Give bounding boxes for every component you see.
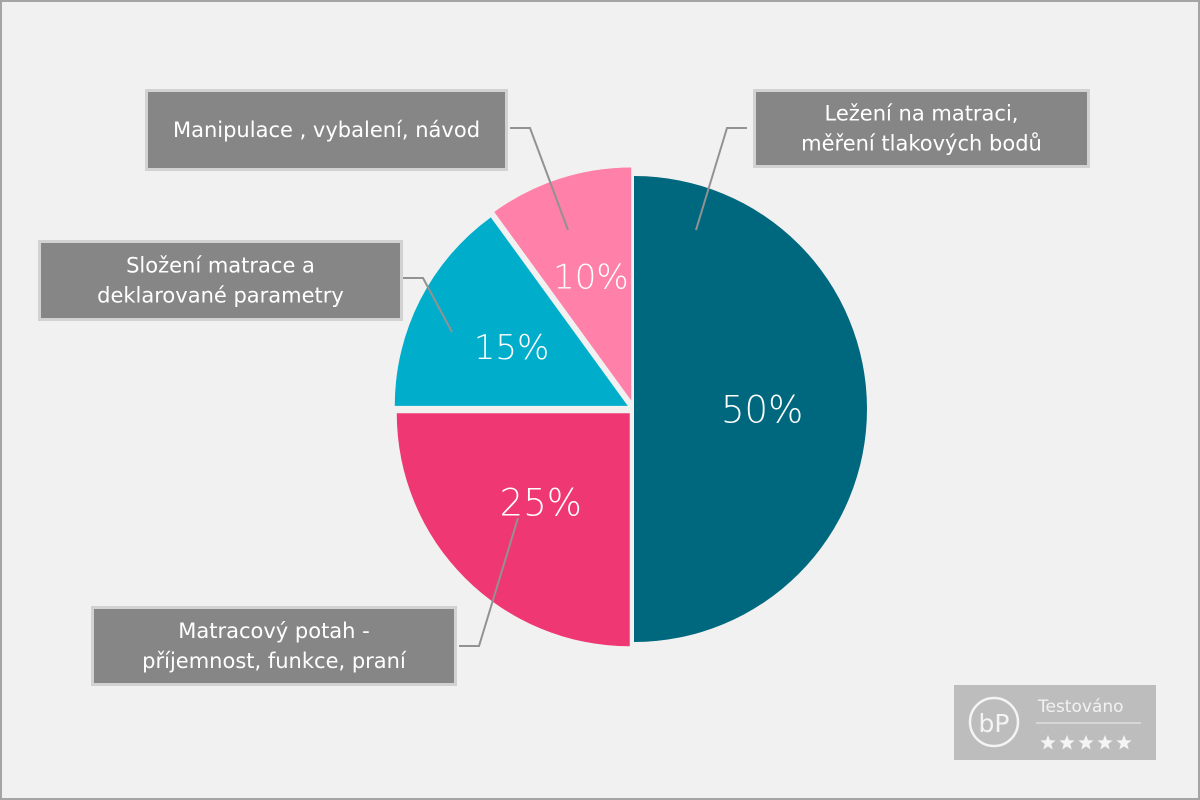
pie-slice bbox=[394, 217, 628, 406]
callout-label-line: měření tlakových bodů bbox=[801, 132, 1042, 156]
bp-logo-letters: bP bbox=[979, 709, 1010, 738]
slice-value-labels: 50% 25% 15%10% bbox=[474, 258, 804, 525]
callout-box: Ležení na matraci, měření tlakových bodů bbox=[753, 89, 1090, 168]
pie-slice bbox=[494, 167, 632, 401]
callout-fill bbox=[756, 92, 1087, 165]
leader-lines bbox=[403, 127, 747, 647]
rating-stars bbox=[1040, 735, 1132, 750]
callout-box: Manipulace , vybalení, návod bbox=[145, 89, 508, 171]
callout-label-line: příjemnost, funkce, praní bbox=[142, 649, 407, 673]
callout-box: Složení matrace a deklarované parametry bbox=[38, 240, 403, 321]
pie-slice bbox=[396, 413, 630, 647]
pie-slices bbox=[394, 167, 867, 647]
slice-value-label: 10% bbox=[553, 258, 629, 298]
callout-label-line: Manipulace , vybalení, návod bbox=[173, 118, 480, 142]
callout-fill bbox=[41, 243, 400, 318]
star-icon bbox=[1116, 735, 1132, 750]
slice-value-label: 25% bbox=[500, 482, 582, 525]
callout-label-line: Složení matrace a bbox=[126, 254, 315, 278]
callout-fill bbox=[148, 92, 505, 168]
callout-box: Matracový potah - příjemnost, funkce, pra… bbox=[91, 606, 457, 686]
bp-logo: bP bbox=[968, 696, 1020, 748]
callout-label-line: Matracový potah - bbox=[178, 619, 370, 643]
leader-line bbox=[403, 277, 453, 333]
callout-label-line: deklarované parametry bbox=[97, 284, 344, 308]
testovano-badge: bP Testováno bbox=[954, 685, 1156, 760]
leader-line bbox=[695, 127, 747, 231]
slice-value-label: 15% bbox=[474, 328, 550, 368]
star-icon bbox=[1097, 735, 1113, 750]
star-icon bbox=[1040, 735, 1056, 750]
star-icon bbox=[1078, 735, 1094, 750]
leader-line bbox=[459, 517, 519, 647]
leader-line bbox=[510, 127, 569, 231]
callout-fill bbox=[94, 609, 454, 683]
pie-slice bbox=[634, 176, 867, 642]
callouts: Ležení na matraci, měření tlakových bodů M… bbox=[38, 89, 1090, 686]
star-icon bbox=[1059, 735, 1075, 750]
callout-label-line: Ležení na matraci, bbox=[825, 102, 1019, 126]
slice-value-label: 50% bbox=[721, 388, 803, 431]
badge-title: Testováno bbox=[1037, 697, 1124, 717]
